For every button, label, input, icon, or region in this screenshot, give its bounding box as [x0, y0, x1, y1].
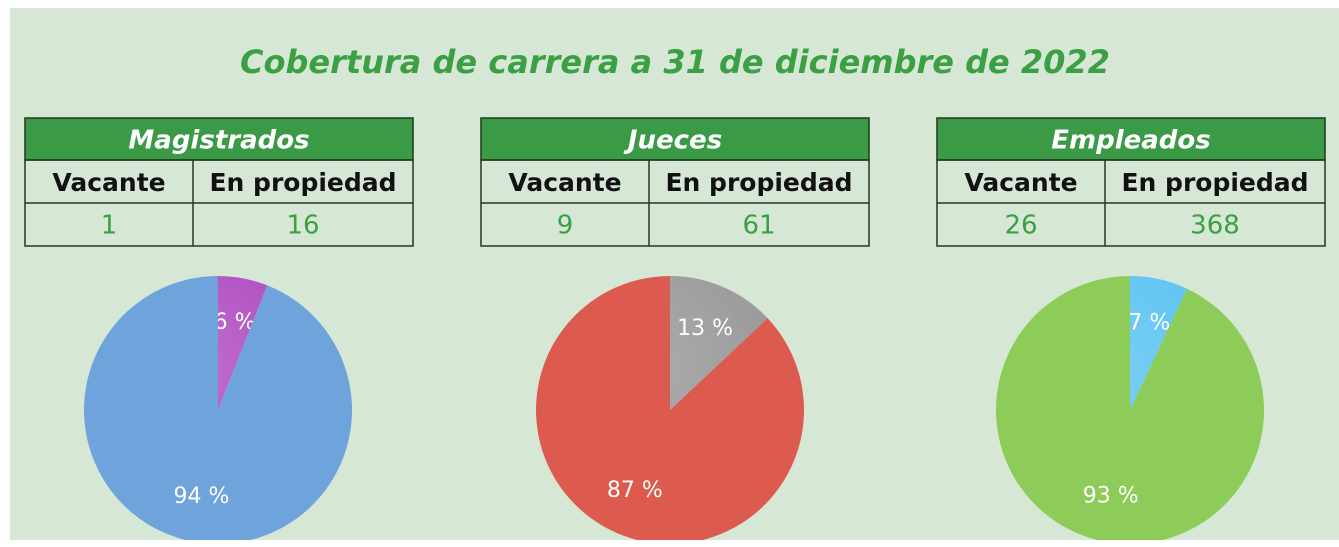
- table-header: [24, 117, 414, 161]
- column-header: Vacante: [52, 168, 165, 197]
- column-header: Vacante: [508, 168, 621, 197]
- slice-label: 87 %: [607, 478, 663, 503]
- column-header: En propiedad: [209, 168, 396, 197]
- cell-value: 61: [742, 211, 775, 241]
- slice-label: 7 %: [1128, 311, 1170, 336]
- cell-value: 368: [1190, 211, 1240, 241]
- title: Cobertura de carrera a 31 de diciembre d…: [240, 43, 1110, 81]
- table-header: [480, 117, 870, 161]
- slice-label: 6 %: [214, 310, 256, 335]
- pie-slice: [995, 276, 1264, 540]
- cell-value: 1: [101, 211, 118, 241]
- slice-label: 13 %: [677, 316, 733, 341]
- table-header: [936, 117, 1326, 161]
- slice-label: 94 %: [173, 484, 229, 509]
- table-title: Jueces: [623, 126, 722, 156]
- cell-value: 26: [1004, 211, 1037, 241]
- cell-value: 9: [557, 211, 574, 241]
- column-header: En propiedad: [665, 168, 852, 197]
- table-title: Magistrados: [128, 126, 309, 156]
- pie-slice: [536, 276, 804, 540]
- column-header: En propiedad: [1121, 168, 1308, 197]
- slice-label: 93 %: [1083, 483, 1139, 508]
- column-header: Vacante: [964, 168, 1077, 197]
- table-title: Empleados: [1051, 126, 1211, 156]
- cell-value: 16: [286, 211, 319, 241]
- pie-slice: [84, 276, 352, 540]
